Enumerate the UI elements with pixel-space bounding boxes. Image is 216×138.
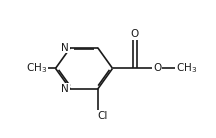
- Text: CH$_3$: CH$_3$: [26, 62, 48, 75]
- Text: N: N: [61, 43, 69, 53]
- Text: O: O: [131, 29, 139, 39]
- Text: N: N: [61, 84, 69, 94]
- Text: CH$_3$: CH$_3$: [176, 62, 197, 75]
- Text: O: O: [153, 63, 161, 73]
- Text: Cl: Cl: [97, 111, 108, 121]
